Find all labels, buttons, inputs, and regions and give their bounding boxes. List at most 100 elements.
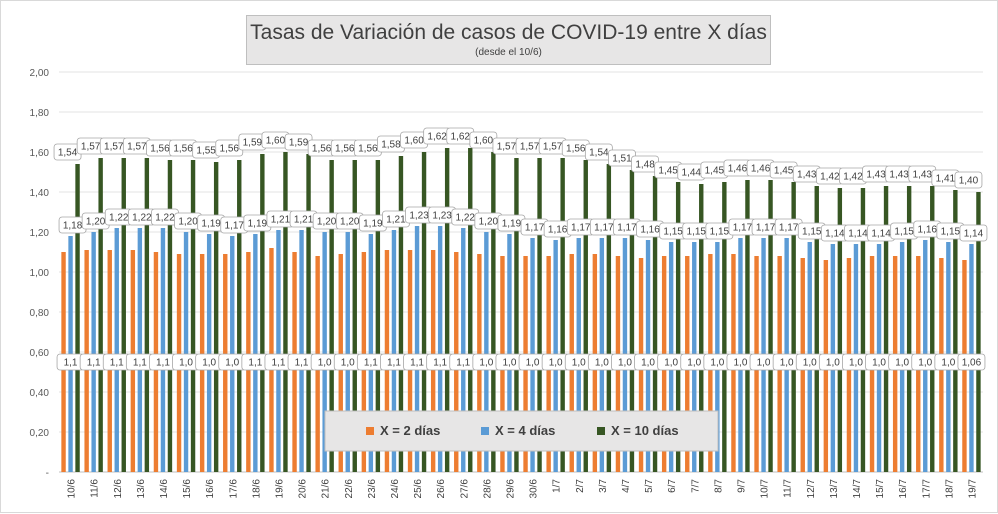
svg-text:1,58: 1,58 — [381, 140, 401, 151]
bar — [213, 162, 219, 472]
x-tick-label: 18/6 — [251, 479, 262, 499]
svg-text:1,43: 1,43 — [913, 170, 933, 181]
svg-text:1,1: 1,1 — [64, 358, 78, 369]
bar — [114, 228, 119, 472]
x-tick-label: 27/6 — [459, 479, 470, 499]
y-tick-label: 1,20 — [30, 228, 50, 239]
svg-text:1,15: 1,15 — [710, 227, 730, 238]
data-label: 1,0 — [172, 353, 200, 371]
bar — [930, 186, 935, 472]
svg-text:1,0: 1,0 — [849, 358, 863, 369]
title-box: Tasas de Variación de casos de COVID-19 … — [246, 15, 771, 65]
bar — [368, 234, 374, 472]
svg-text:1,0: 1,0 — [664, 358, 678, 369]
svg-text:1,15: 1,15 — [941, 227, 961, 238]
bar — [322, 232, 327, 472]
y-tick-label: 0,60 — [30, 348, 50, 359]
bar — [953, 190, 958, 472]
svg-text:1,15: 1,15 — [687, 227, 707, 238]
data-label: 1,15 — [890, 222, 919, 240]
svg-text:1,0: 1,0 — [502, 358, 516, 369]
svg-text:1,45: 1,45 — [774, 166, 794, 177]
svg-text:1,0: 1,0 — [780, 358, 794, 369]
svg-text:1,22: 1,22 — [155, 213, 175, 224]
bar — [652, 176, 658, 472]
svg-text:1,0: 1,0 — [618, 358, 632, 369]
svg-text:1,0: 1,0 — [918, 358, 932, 369]
svg-text:1,22: 1,22 — [109, 213, 129, 224]
bar — [507, 234, 512, 472]
svg-text:1,0: 1,0 — [479, 358, 493, 369]
svg-text:1,57: 1,57 — [497, 142, 517, 153]
bar — [629, 170, 635, 472]
x-tick-label: 17/6 — [228, 479, 239, 499]
x-tick-label: 10/7 — [760, 479, 771, 499]
legend-swatch — [366, 427, 374, 435]
svg-text:1,48: 1,48 — [635, 160, 655, 171]
svg-text:1,0: 1,0 — [549, 358, 563, 369]
svg-text:1,59: 1,59 — [243, 138, 263, 149]
x-tick-label: 28/6 — [482, 479, 493, 499]
y-tick-label: 0,80 — [30, 308, 50, 319]
x-tick-label: 16/7 — [898, 479, 909, 499]
svg-text:1,59: 1,59 — [289, 138, 309, 149]
svg-text:1,15: 1,15 — [802, 227, 822, 238]
x-tick-label: 13/6 — [136, 479, 147, 499]
x-tick-label: 30/6 — [529, 479, 540, 499]
legend-label: X = 2 días — [380, 423, 440, 438]
svg-text:1,62: 1,62 — [427, 132, 447, 143]
x-tick-label: 9/7 — [736, 479, 747, 493]
svg-text:1,0: 1,0 — [733, 358, 747, 369]
svg-text:1,21: 1,21 — [294, 215, 314, 226]
bar — [137, 228, 143, 472]
data-label: 1,56 — [561, 139, 590, 157]
svg-text:1,57: 1,57 — [520, 142, 540, 153]
svg-text:1,1: 1,1 — [410, 358, 424, 369]
bar — [976, 192, 981, 472]
svg-text:1,0: 1,0 — [179, 358, 193, 369]
data-label: 1,15 — [936, 222, 965, 240]
x-tick-label: 15/6 — [182, 479, 193, 499]
x-tick-label: 2/7 — [575, 479, 586, 493]
svg-text:1,0: 1,0 — [803, 358, 817, 369]
bar — [514, 158, 519, 472]
svg-text:1,0: 1,0 — [687, 358, 701, 369]
bar — [391, 230, 397, 472]
svg-text:1,0: 1,0 — [595, 358, 609, 369]
bar — [237, 160, 242, 472]
bar — [699, 184, 704, 472]
svg-text:1,56: 1,56 — [335, 144, 355, 155]
bar — [791, 182, 796, 472]
y-tick-label: 1,60 — [30, 148, 50, 159]
svg-text:1,46: 1,46 — [751, 164, 771, 175]
bar — [484, 232, 489, 472]
data-label: 1,1 — [287, 353, 316, 371]
x-tick-label: 22/6 — [344, 479, 355, 499]
data-label: 1,0 — [865, 353, 893, 371]
svg-text:1,22: 1,22 — [456, 213, 476, 224]
x-tick-label: 29/6 — [505, 479, 516, 499]
svg-text:1,16: 1,16 — [640, 225, 660, 236]
svg-text:1,55: 1,55 — [196, 146, 216, 157]
bar — [91, 232, 96, 472]
data-label: 1,06 — [957, 353, 986, 371]
svg-text:1,17: 1,17 — [525, 223, 545, 234]
data-label: 1,56 — [215, 139, 244, 157]
bar — [491, 152, 496, 472]
x-tick-label: 21/6 — [321, 479, 332, 499]
x-tick-label: 8/7 — [713, 479, 724, 493]
bar — [468, 148, 473, 472]
y-tick-label: 1,00 — [30, 268, 50, 279]
svg-text:1,1: 1,1 — [271, 358, 285, 369]
svg-text:1,19: 1,19 — [248, 219, 268, 230]
svg-text:1,56: 1,56 — [220, 144, 240, 155]
svg-text:1,60: 1,60 — [404, 136, 424, 147]
x-tick-label: 18/7 — [944, 479, 955, 499]
svg-text:1,44: 1,44 — [682, 168, 702, 179]
x-tick-label: 15/7 — [875, 479, 886, 499]
bar — [883, 186, 889, 472]
bar — [98, 158, 103, 472]
x-tick-label: 4/7 — [621, 479, 632, 493]
svg-text:1,45: 1,45 — [705, 166, 725, 177]
svg-text:1,42: 1,42 — [820, 172, 840, 183]
